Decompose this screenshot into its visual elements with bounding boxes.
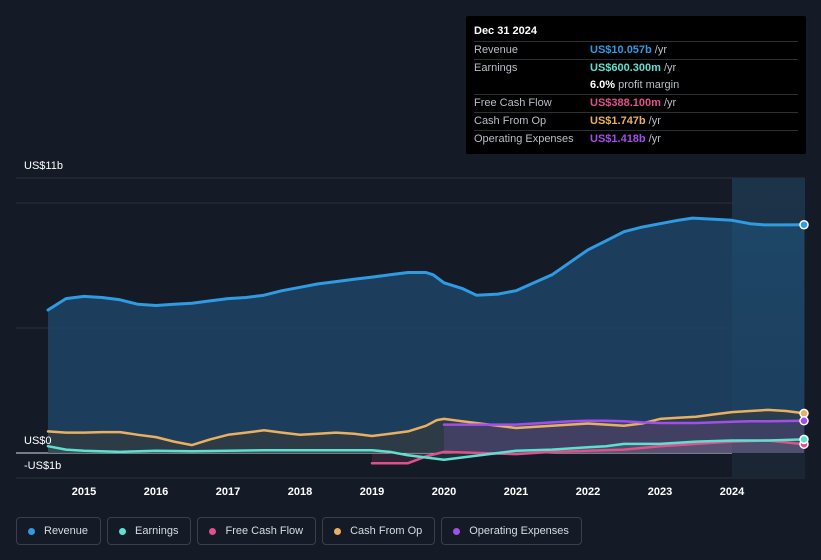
legend-label: Operating Expenses	[469, 525, 569, 537]
x-tick-label: 2022	[576, 486, 600, 498]
free-cash-flow-line	[370, 439, 806, 465]
tooltip-date: Dec 31 2024	[474, 25, 537, 37]
tooltip-row-profit-margin: 6.0% profit margin	[474, 77, 798, 94]
operating-expenses-line	[442, 419, 806, 426]
legend-dot-icon	[209, 527, 217, 535]
tooltip-label: Operating Expenses	[474, 133, 574, 145]
legend-label: Cash From Op	[350, 525, 423, 537]
x-tick-label: 2018	[288, 486, 312, 498]
revenue-line	[46, 216, 806, 312]
y-axis-top-label: US$11b	[24, 160, 63, 172]
y-axis-bottom-label: -US$1b	[24, 460, 62, 472]
tooltip-label: Revenue	[474, 44, 519, 56]
x-tick-label: 2017	[216, 486, 240, 498]
legend-label: Revenue	[44, 525, 89, 537]
tooltip-row-free-cash-flow: Free Cash Flow US$388.100m /yr	[474, 94, 798, 112]
tooltip-label: Earnings	[474, 62, 518, 74]
x-tick-label: 2021	[504, 486, 528, 498]
earnings-line	[46, 438, 806, 462]
x-tick-label: 2023	[648, 486, 672, 498]
legend-dot-icon	[334, 527, 342, 535]
legend-item-earnings[interactable]: Earnings	[107, 517, 192, 545]
tooltip-value: US$388.100m	[590, 97, 661, 109]
tooltip-value: 6.0%	[590, 79, 616, 91]
tooltip-value: US$600.300m	[590, 62, 661, 74]
revenue-end-marker	[799, 219, 809, 230]
tooltip-unit: /yr	[648, 133, 661, 145]
tooltip-unit: /yr	[663, 97, 677, 109]
tooltip-label: Free Cash Flow	[474, 97, 552, 109]
revenue-area	[48, 218, 804, 453]
operating-expenses-area	[444, 420, 804, 453]
operating-expenses-end-marker	[799, 416, 809, 426]
tooltip-unit: /yr	[654, 44, 667, 56]
x-tick-label: 2016	[144, 486, 168, 498]
legend-item-operating-expenses[interactable]: Operating Expenses	[441, 517, 582, 545]
x-tick-label: 2019	[360, 486, 384, 498]
legend-item-revenue[interactable]: Revenue	[16, 517, 102, 545]
tooltip-row-earnings: Earnings US$600.300m /yr	[474, 59, 798, 77]
tooltip-row-revenue: Revenue US$10.057b /yr	[474, 41, 798, 59]
legend-dot-icon	[453, 527, 461, 535]
tooltip-row-operating-expenses: Operating Expenses US$1.418b /yr	[474, 130, 798, 148]
cash-from-op-area	[48, 409, 804, 453]
data-tooltip: Dec 31 2024 Revenue US$10.057b /yr Earni…	[466, 16, 806, 154]
earnings-end-marker	[799, 434, 809, 445]
legend-dot-icon	[119, 527, 127, 535]
y-axis-zero-label: US$0	[24, 435, 52, 447]
x-tick-label: 2015	[72, 486, 96, 498]
legend-label: Free Cash Flow	[225, 525, 304, 537]
legend-label: Earnings	[135, 525, 179, 537]
x-tick-label: 2020	[432, 486, 456, 498]
tooltip-row-cash-from-op: Cash From Op US$1.747b /yr	[474, 112, 798, 130]
legend-dot-icon	[28, 527, 35, 535]
tooltip-value: US$10.057b	[590, 44, 652, 56]
tooltip-unit: profit margin	[618, 79, 680, 91]
tooltip-label	[474, 77, 590, 94]
tooltip-unit: /yr	[663, 62, 677, 74]
tooltip-label: Cash From Op	[474, 115, 547, 127]
legend-item-free-cash-flow[interactable]: Free Cash Flow	[197, 517, 317, 545]
tooltip-value: US$1.747b	[590, 115, 646, 127]
tooltip-unit: /yr	[648, 115, 661, 127]
cash-from-op-line	[46, 408, 806, 447]
chart-legend: Revenue Earnings Free Cash Flow Cash Fro…	[16, 517, 582, 545]
tooltip-value: US$1.418b	[590, 133, 646, 145]
legend-item-cash-from-op[interactable]: Cash From Op	[322, 517, 436, 545]
x-tick-label: 2024	[720, 486, 745, 498]
